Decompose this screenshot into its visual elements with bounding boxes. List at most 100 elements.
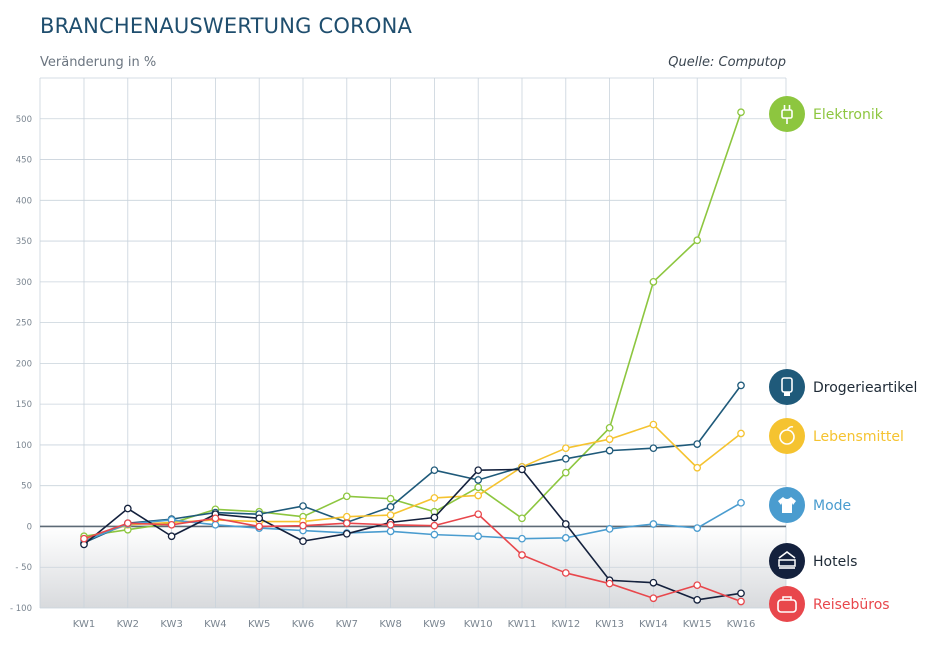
data-point [605,525,614,533]
x-tick-label: KW12 [551,619,580,630]
x-tick-label: KW2 [117,619,139,630]
data-point [80,534,88,543]
data-point [518,534,526,543]
x-tick-label: KW13 [595,619,624,630]
series-elektronik [80,108,745,541]
x-axis-ticks: KW1 KW2 KW3 KW4 KW5 KW6 KW7 KW8 KW9 KW10 KW11 KW12 K… [73,619,756,630]
y-tick-label: - 50 [15,563,32,573]
data-point [737,429,745,438]
data-point [255,522,264,531]
data-point [474,510,483,519]
data-point [649,277,658,286]
data-point [518,465,526,474]
data-point [561,534,570,542]
legend: Elektronik Drogerieartikel Lebensmittel Mod… [769,96,917,622]
legend-item-reisebüros: Reisebüros [769,586,890,622]
data-point [605,435,614,444]
data-point [386,503,395,511]
data-point [605,579,614,588]
y-tick-label: 450 [16,156,32,166]
y-tick-label: 300 [16,278,32,288]
x-tick-label: KW15 [683,619,712,630]
data-point [211,520,220,529]
legend-item-mode: Mode [769,487,851,523]
series-line [83,502,742,542]
data-point [474,483,483,492]
data-point [693,236,702,245]
x-tick-label: KW11 [508,619,537,630]
data-point [561,444,570,453]
data-point [474,532,483,541]
data-point [386,527,395,536]
legend-item-elektronik: Elektronik [769,96,884,132]
data-point [693,463,702,472]
legend-label: Mode [813,498,851,514]
x-tick-label: KW9 [423,619,445,630]
legend-label: Elektronik [813,107,884,123]
data-point [342,529,351,538]
data-point [211,514,220,523]
data-point [693,524,702,532]
legend-item-drogerieartikel: Drogerieartikel [769,369,917,405]
data-point [737,381,745,390]
y-tick-label: - 100 [10,604,32,614]
y-tick-label: 50 [21,482,32,492]
data-point [430,530,439,539]
x-tick-label: KW1 [73,619,95,630]
y-tick-label: 100 [16,441,32,451]
data-point [430,494,439,502]
y-tick-label: 500 [16,115,32,125]
x-tick-label: KW6 [292,619,314,630]
legend-label: Drogerieartikel [813,380,917,396]
data-point [123,504,132,513]
legend-item-hotels: Hotels [769,543,857,579]
data-point [386,511,395,519]
y-tick-label: 250 [16,319,32,329]
x-tick-label: KW16 [727,619,756,630]
data-point [737,589,745,598]
data-point [430,513,439,522]
shirt-icon [769,487,805,523]
series-line [83,468,742,601]
y-tick-label: 400 [16,196,32,206]
data-point [605,423,614,432]
data-point [561,520,570,528]
data-point [386,520,395,529]
data-point [474,476,483,484]
data-point [561,569,570,577]
data-point [693,581,702,590]
data-point [737,597,745,606]
suitcase-icon [769,586,805,622]
grid-lines [39,77,787,609]
legend-label: Reisebüros [813,597,890,613]
data-point [605,446,614,455]
data-point [430,521,439,530]
x-tick-label: KW14 [639,619,668,630]
series-line [83,423,742,541]
y-tick-label: 0 [27,522,32,532]
data-point [518,551,526,559]
data-point [386,494,395,503]
series-line [83,513,742,603]
data-point [474,491,483,500]
data-point [299,537,307,545]
legend-item-lebensmittel: Lebensmittel [769,418,904,454]
data-point [167,520,176,529]
data-point [649,520,658,528]
series-layer [80,108,745,606]
data-point [737,498,745,507]
data-point [649,578,658,587]
orange-icon [769,418,805,454]
data-point [474,466,483,475]
data-point [649,594,658,603]
x-tick-label: KW7 [336,619,358,630]
data-point [649,444,658,453]
tube-icon [769,369,805,405]
series-line [83,111,742,538]
bed-icon [769,543,805,579]
source-label: Quelle: Computop [668,55,786,70]
data-point [342,519,351,528]
data-point [255,514,264,523]
legend-label: Hotels [813,554,857,570]
